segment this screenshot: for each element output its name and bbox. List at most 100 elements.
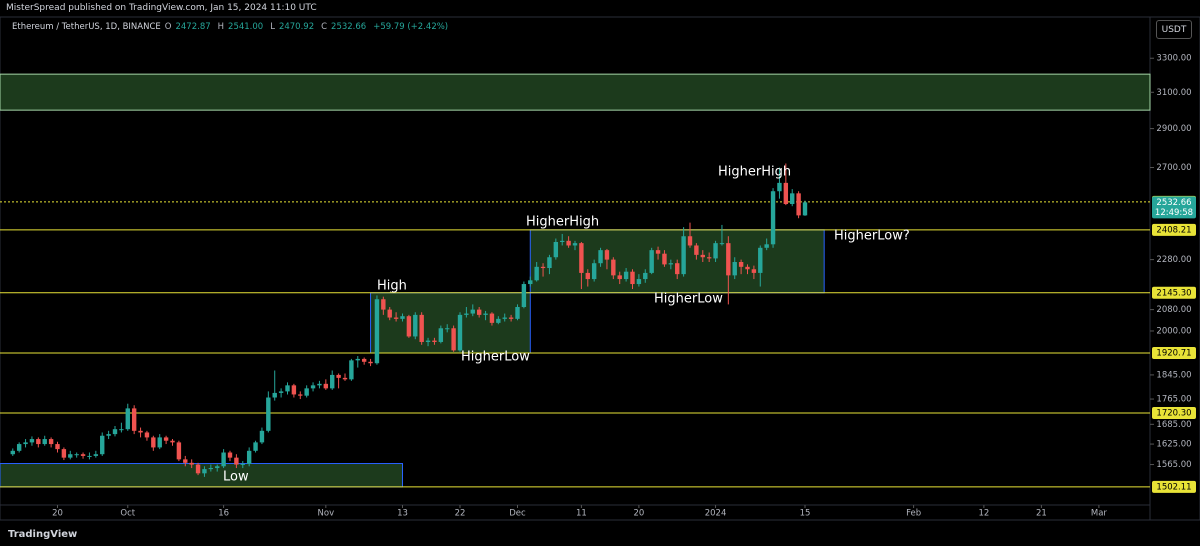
candle-body <box>457 314 463 351</box>
candle-body <box>278 391 284 393</box>
symbol: Ethereum / TetherUS, 1D, BINANCE <box>12 22 161 32</box>
y-tick-label: 1845.00 <box>1156 370 1191 380</box>
symbol-legend: Ethereum / TetherUS, 1D, BINANCE O 2472.8… <box>12 22 451 32</box>
candle-body <box>604 250 610 260</box>
candle-body <box>381 299 386 310</box>
candle-body <box>374 299 380 364</box>
candle-body <box>790 193 795 205</box>
x-tick-label: Oct <box>120 509 135 519</box>
candle-body <box>483 313 488 315</box>
price-badge-label: 2408.21 <box>1156 225 1191 235</box>
candle-body <box>617 275 622 280</box>
candle-body <box>387 309 392 318</box>
candle-body <box>106 434 111 436</box>
candle-body <box>42 439 47 445</box>
candle-body <box>55 444 60 450</box>
candle-body <box>662 253 667 265</box>
candle-body <box>783 182 789 205</box>
candle-body <box>534 266 539 281</box>
candle-body <box>349 360 354 380</box>
y-tick-label: 1685.00 <box>1156 420 1191 430</box>
x-tick-label: Mar <box>1091 509 1108 519</box>
change: +59.79 (+2.42%) <box>373 22 449 32</box>
candle-body <box>515 307 520 319</box>
candle-body <box>636 279 642 285</box>
annotation: HigherHigh <box>718 165 791 180</box>
candle-body <box>48 439 54 445</box>
candle-body <box>215 466 220 469</box>
candle-body <box>425 340 431 342</box>
candle-body <box>623 271 629 280</box>
candle-body <box>304 388 309 396</box>
x-tick-label: 11 <box>576 509 587 519</box>
x-tick-label: 13 <box>397 509 408 519</box>
price-badge-label: 1720.30 <box>1156 409 1191 419</box>
candle-body <box>579 243 584 273</box>
candle-body <box>100 435 105 455</box>
candle-body <box>643 272 648 280</box>
ohlc-key: O <box>164 22 172 32</box>
candle-body <box>112 429 118 435</box>
y-tick-label: 2700.00 <box>1156 163 1191 173</box>
candle-body <box>291 385 297 395</box>
x-tick-label: Nov <box>318 509 335 519</box>
candle-body <box>706 257 712 259</box>
candle-body <box>298 394 303 396</box>
candle-body <box>157 437 162 448</box>
candle-body <box>368 361 373 364</box>
candle-body <box>119 429 124 431</box>
candle-body <box>719 243 725 245</box>
ohlc-value: 2472.87 <box>175 22 211 32</box>
candle-body <box>438 328 444 342</box>
candle-body <box>655 250 661 254</box>
candle-body <box>540 266 546 269</box>
candle-body <box>259 430 265 443</box>
annotation: Low <box>223 470 249 485</box>
zone <box>0 73 1151 111</box>
x-tick-label: Dec <box>509 509 526 519</box>
candle-body <box>336 374 341 378</box>
candle-body <box>675 263 680 275</box>
candle-body <box>285 385 290 392</box>
candle-body <box>585 272 590 280</box>
x-tick-label: Feb <box>906 509 921 519</box>
candle-body <box>572 243 578 246</box>
candle-body <box>61 449 67 458</box>
candle-body <box>591 263 597 280</box>
zone <box>0 463 403 488</box>
candle-body <box>777 182 782 192</box>
candle-body <box>246 450 252 464</box>
candle-body <box>681 236 686 275</box>
currency-button[interactable]: USDT <box>1156 20 1192 39</box>
candle-body <box>227 452 233 458</box>
candle-body <box>687 236 693 246</box>
candle-body <box>10 450 15 455</box>
ohlc-value: 2470.92 <box>278 22 315 32</box>
candle-body <box>393 317 399 319</box>
candle-body <box>151 437 156 448</box>
candle-body <box>521 284 527 308</box>
candle-body <box>195 464 201 474</box>
price-badge <box>1152 347 1196 360</box>
candle-body <box>668 263 674 265</box>
candle-body <box>317 383 322 386</box>
candle-body <box>611 259 616 276</box>
candle-body <box>323 383 329 389</box>
x-tick-label: 20 <box>52 509 63 519</box>
candle-body <box>29 439 35 443</box>
candle-body <box>508 317 514 319</box>
price-badge <box>1152 407 1196 420</box>
price-badge <box>1152 223 1196 236</box>
y-tick-label: 1625.00 <box>1156 440 1191 450</box>
price-badge-label: 2145.30 <box>1156 288 1191 298</box>
candle-body <box>489 313 495 323</box>
candle-body <box>342 377 348 380</box>
candle-body <box>16 444 22 451</box>
candle-body <box>547 257 552 269</box>
y-tick-label: 1565.00 <box>1156 460 1191 470</box>
candle-body <box>796 193 801 216</box>
candle-body <box>80 454 86 456</box>
candle-body <box>170 440 175 443</box>
candle-body <box>451 328 456 351</box>
